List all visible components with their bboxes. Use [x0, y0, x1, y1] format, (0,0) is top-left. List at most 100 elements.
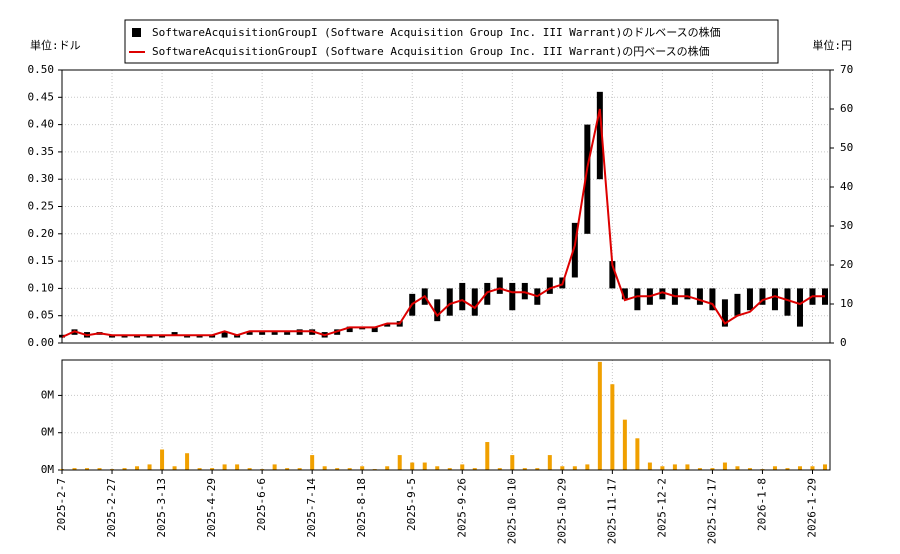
volume-bar [422, 462, 427, 470]
y2-tick-label: 50 [840, 141, 853, 154]
y-tick-label: 0.15 [28, 254, 55, 267]
x-tick-label: 2025-2-27 [105, 478, 118, 538]
volume-bar [472, 468, 477, 470]
price-range [434, 299, 441, 322]
volume-bar [635, 438, 640, 470]
volume-bar [522, 468, 527, 470]
volume-bar [122, 468, 127, 470]
volume-bar [285, 468, 290, 470]
price-range [509, 282, 516, 311]
price-range [471, 288, 478, 316]
volume-bar [810, 466, 815, 470]
price-range [659, 288, 666, 300]
volume-bar [397, 455, 402, 470]
y-tick-label: 0.00 [28, 336, 55, 349]
x-tick-label: 2025-4-29 [205, 478, 218, 538]
price-range [709, 288, 716, 311]
price-range [259, 332, 266, 335]
volume-bar [385, 466, 390, 470]
volume-bar [697, 468, 702, 470]
volume-bar [510, 455, 515, 470]
volume-bar [735, 466, 740, 470]
volume-bar [322, 466, 327, 470]
y-tick-label: 0M [41, 426, 55, 439]
y2-tick-label: 10 [840, 297, 853, 310]
yen-line [61, 108, 825, 339]
x-tick-label: 2025-7-14 [305, 478, 318, 538]
price-range [734, 293, 741, 316]
right-unit: 単位:円 [812, 38, 852, 52]
x-tick-label: 2025-2-7 [55, 478, 68, 531]
y2-tick-label: 0 [840, 336, 847, 349]
volume-bar [435, 466, 440, 470]
volume-bar [772, 466, 777, 470]
price-range [446, 288, 453, 316]
volume-bar [460, 464, 465, 470]
x-tick-label: 2025-10-29 [555, 478, 568, 544]
price-range [546, 277, 553, 294]
y-tick-label: 0.30 [28, 172, 55, 185]
y-tick-label: 0M [41, 463, 55, 476]
price-range [496, 277, 503, 294]
volume-bar [622, 419, 627, 470]
volume-bar [85, 468, 90, 470]
price-range [721, 299, 728, 327]
volume-bar [710, 468, 715, 470]
volume-bar [72, 468, 77, 470]
volume-bar [560, 466, 565, 470]
volume-bar [147, 464, 152, 470]
price-range [221, 332, 228, 338]
price-range [759, 288, 766, 305]
y-tick-label: 0.05 [28, 309, 55, 322]
y-tick-label: 0.25 [28, 200, 55, 213]
volume-bar [610, 384, 615, 470]
y-tick-label: 0M [41, 388, 55, 401]
x-tick-label: 2025-12-17 [705, 478, 718, 544]
y2-tick-label: 20 [840, 258, 853, 271]
volume-bar [97, 468, 102, 470]
x-tick-label: 2026-1-8 [755, 478, 768, 531]
volume-bar [310, 455, 315, 470]
price-range [746, 288, 753, 311]
volume-bar [547, 455, 552, 470]
volume-bar [797, 466, 802, 470]
volume-bar [685, 464, 690, 470]
volume-bar [785, 468, 790, 470]
y-tick-label: 0.45 [28, 90, 55, 103]
y2-tick-label: 40 [840, 180, 853, 193]
volume-bar [722, 462, 727, 470]
x-tick-label: 2025-6-6 [255, 478, 268, 531]
x-tick-label: 2025-9-5 [405, 478, 418, 531]
volume-bar [222, 464, 227, 470]
price-range [696, 288, 703, 305]
volume-bar [647, 462, 652, 470]
price-range [596, 91, 603, 180]
plot-frame [61, 69, 831, 344]
price-range [284, 332, 291, 335]
volume-bar [185, 453, 190, 470]
volume-bar [597, 361, 602, 470]
volume-bar [135, 466, 140, 470]
price-range [609, 261, 616, 289]
volume-bar [485, 442, 490, 470]
price-range [771, 288, 778, 311]
legend-swatch [132, 28, 141, 37]
price-range [271, 332, 278, 335]
y2-tick-label: 60 [840, 102, 853, 115]
price-range [784, 288, 791, 316]
price-range [621, 288, 628, 300]
x-tick-label: 2026-1-29 [805, 478, 818, 538]
x-tick-label: 2025-3-13 [155, 478, 168, 538]
volume-bar [410, 462, 415, 470]
x-tick-label: 2025-9-26 [455, 478, 468, 538]
volume-bar [747, 468, 752, 470]
legend-label: SoftwareAcquisitionGroupI (Software Acqu… [152, 44, 710, 58]
price-range [521, 282, 528, 300]
price-range [346, 326, 353, 333]
y2-tick-label: 70 [840, 63, 853, 76]
x-tick-label: 2025-12-2 [655, 478, 668, 538]
price-range [246, 332, 253, 335]
x-tick-label: 2025-10-10 [505, 478, 518, 544]
